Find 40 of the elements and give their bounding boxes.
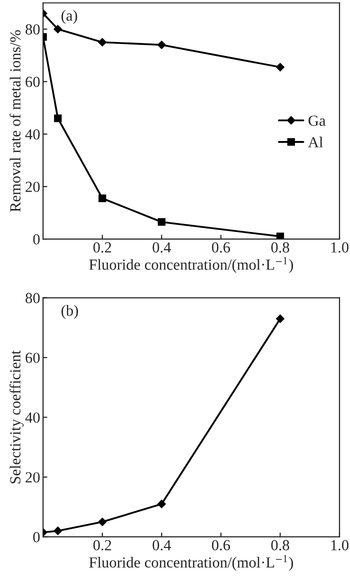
- x-axis-title: Fluoride concentration/(mol·L$^{−1}$): [89, 257, 294, 273]
- x-tick-label: 0.4: [152, 242, 171, 253]
- y-tick-label: 60: [26, 352, 40, 364]
- y-tick-label: 0: [33, 234, 40, 244]
- y-tick-label: 0: [33, 532, 40, 542]
- annotation: (b): [62, 304, 78, 319]
- y-axis-title: Removal rate of metal ions/%: [10, 30, 21, 212]
- point: [158, 40, 166, 49]
- y-tick-label: 20: [26, 182, 40, 192]
- y-tick-label: 40: [25, 412, 40, 423]
- legend-label: Al: [308, 136, 323, 148]
- x-tick-label: 0.4: [152, 540, 171, 550]
- point: [54, 24, 62, 34]
- point: [98, 518, 106, 526]
- x-tick-label: 1.0: [331, 242, 348, 253]
- x-axis-title: Fluoride concentration/(mol·L$^{−1}$): [89, 554, 294, 571]
- point: [276, 232, 284, 240]
- point: [158, 500, 166, 508]
- y-tick-label: 80: [26, 24, 40, 35]
- point: [276, 63, 284, 72]
- legend-label: Ga: [308, 116, 326, 126]
- x-tick-label: 0.2: [93, 242, 112, 253]
- point: [276, 314, 284, 323]
- y-tick-label: 80: [26, 292, 40, 304]
- x-tick-label: 0.8: [271, 242, 290, 253]
- point: [54, 114, 62, 122]
- point: [98, 194, 106, 202]
- y-tick-label: 20: [26, 472, 40, 483]
- x-tick-label: 0.6: [212, 242, 230, 253]
- point: [158, 218, 166, 226]
- y-tick-label: 40: [25, 129, 40, 140]
- y-axis-title: Selectivity coefficient: [10, 350, 24, 484]
- x-tick-label: 0.2: [93, 540, 112, 550]
- annotation: (a): [62, 10, 78, 24]
- point: [98, 38, 106, 46]
- x-tick-label: 0.8: [271, 540, 290, 550]
- y-tick-label: 60: [26, 76, 40, 88]
- x-tick-label: 0.6: [212, 540, 230, 550]
- point: [54, 526, 62, 535]
- x-tick-label: 1.0: [331, 540, 348, 550]
